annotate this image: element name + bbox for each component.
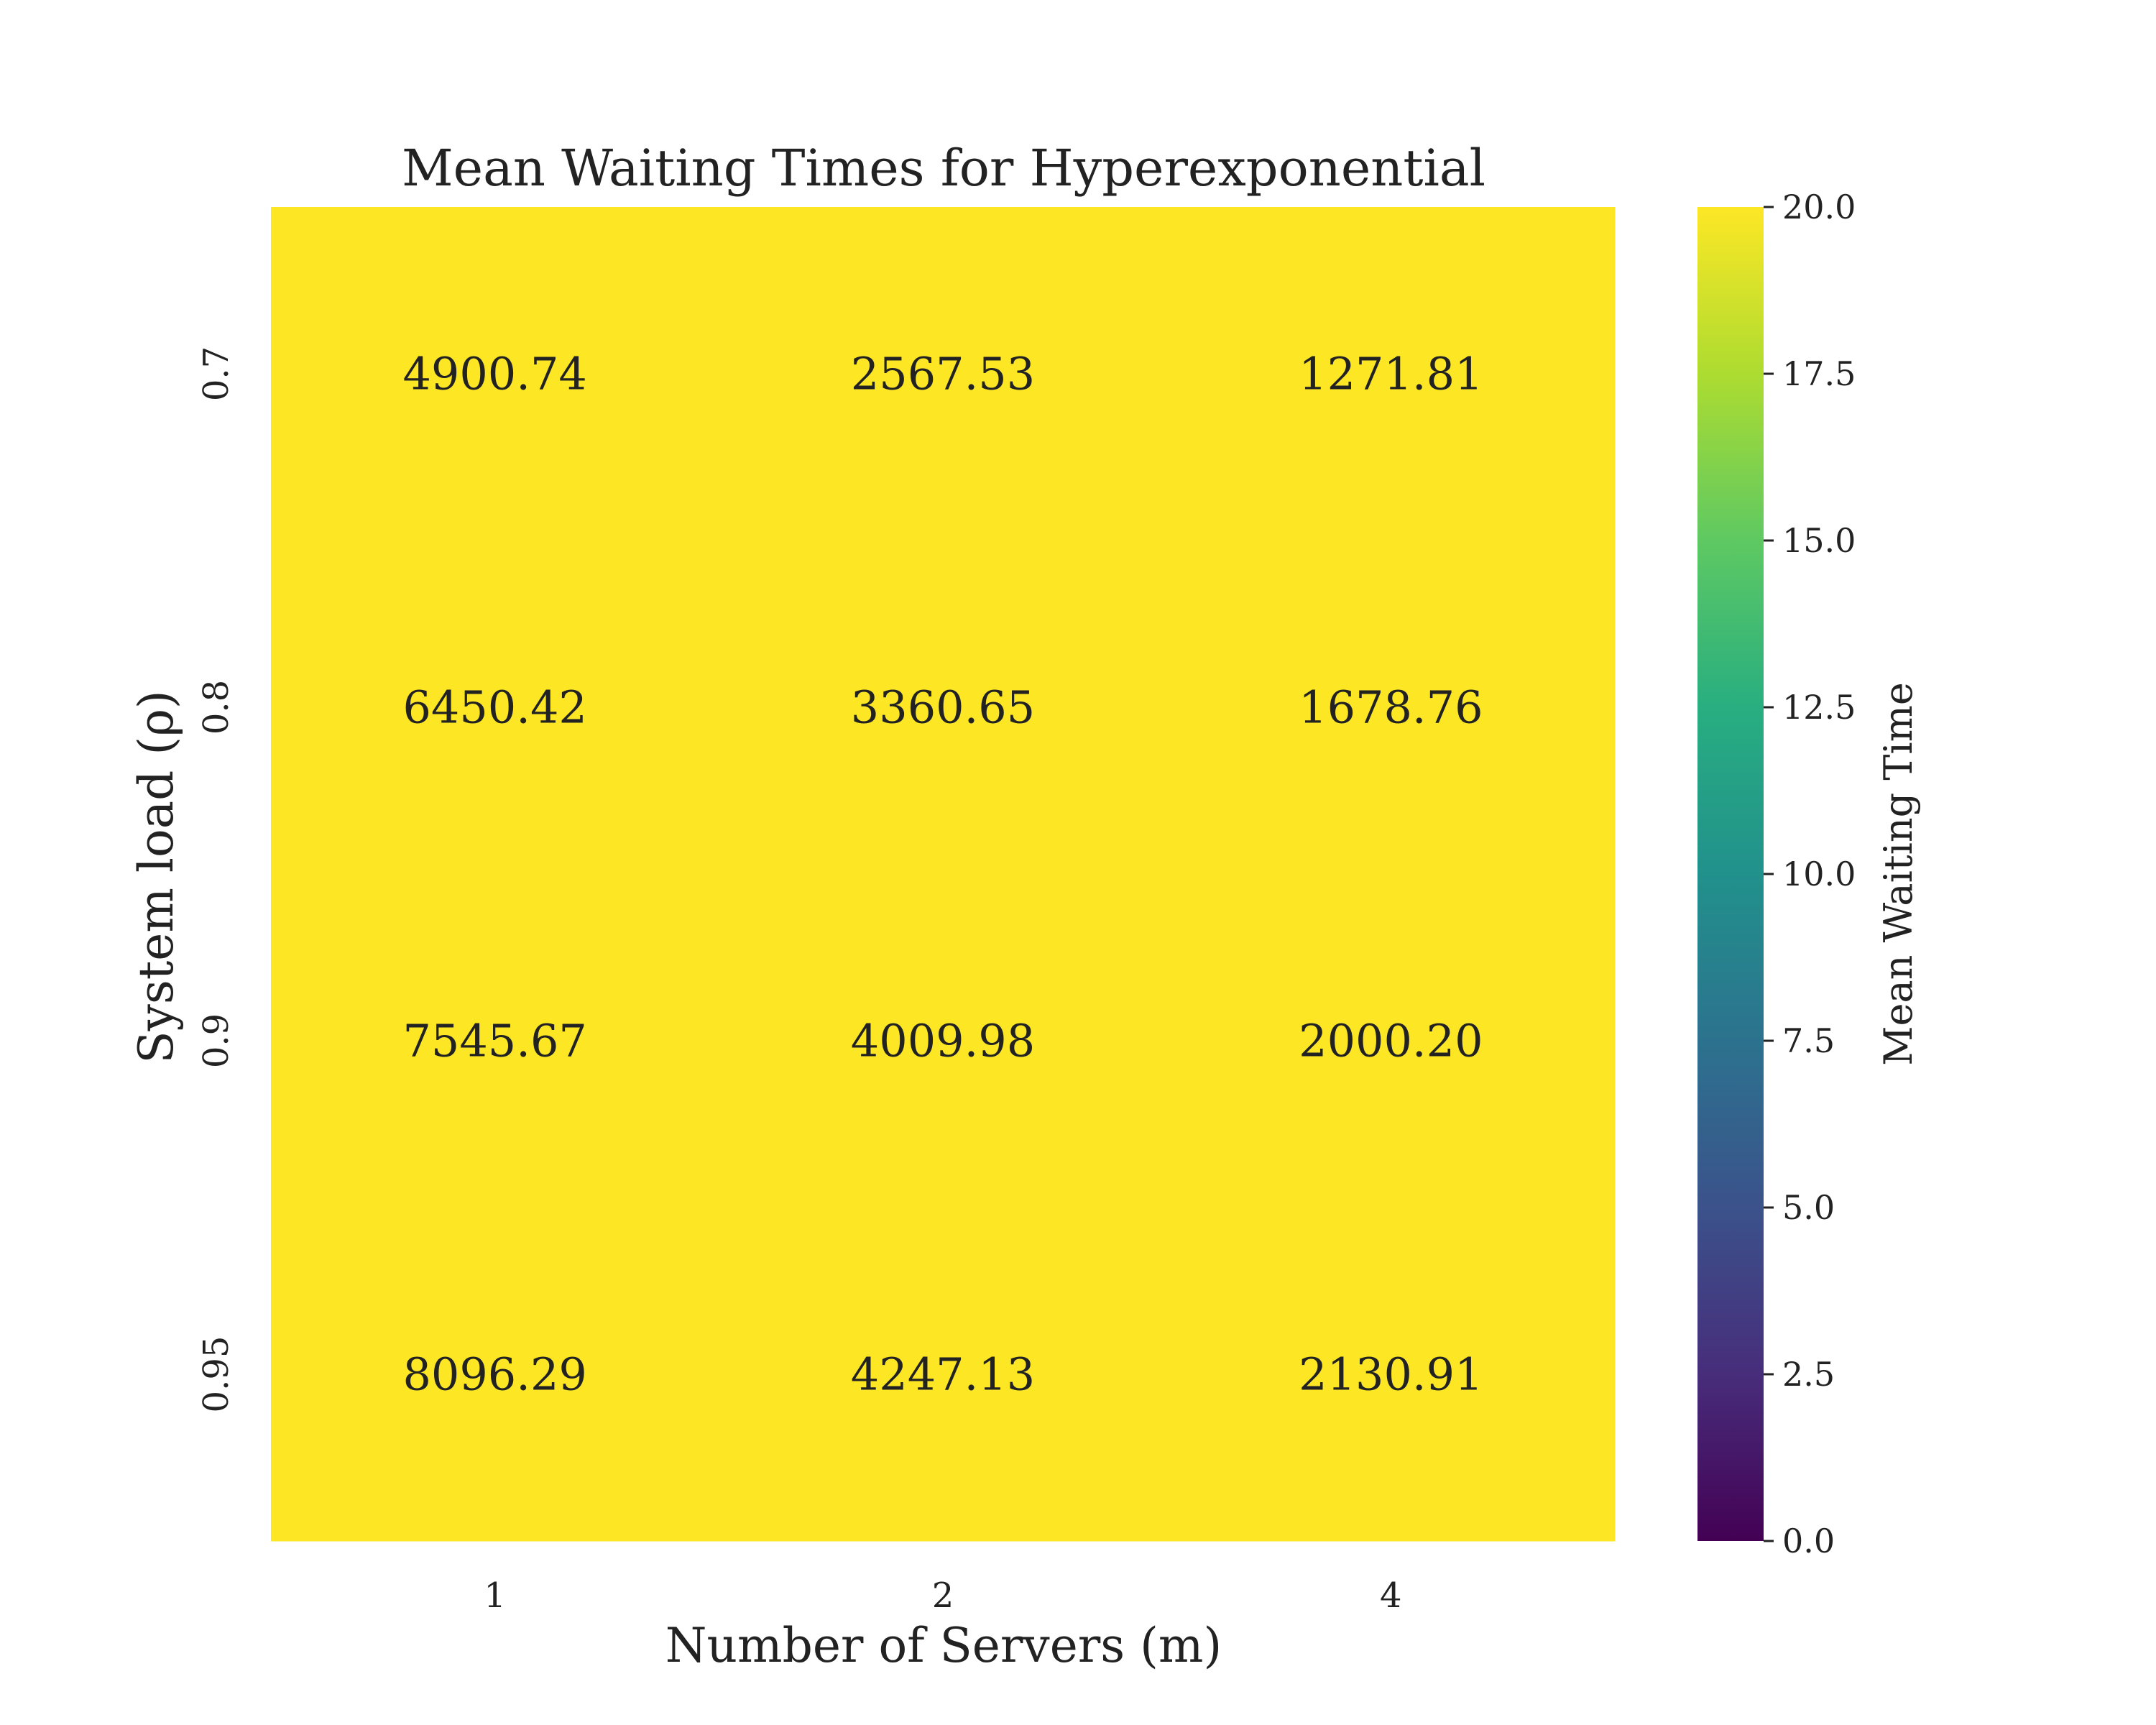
heatmap-cell	[271, 207, 719, 541]
heatmap-cell	[1166, 874, 1616, 1208]
x-tick-label: 4	[1380, 1576, 1402, 1616]
x-axis-label: Number of Servers (m)	[665, 1618, 1222, 1673]
heatmap-cell-labels: 4900.74 2567.53 1271.81 6450.42 3360.65 1678.…	[402, 348, 1483, 1401]
y-tick-label: 0.9	[196, 1013, 236, 1068]
colorbar-tick-label: 2.5	[1782, 1355, 1835, 1394]
colorbar-ticks: 0.0 2.5 5.0 7.5 10.0 12.5 15.0 17.5 20.0	[1764, 188, 1856, 1560]
chart-title: Mean Waiting Times for Hyperexponential	[402, 139, 1485, 198]
colorbar-tick-label: 12.5	[1782, 688, 1856, 727]
heatmap-cell	[271, 540, 719, 875]
heatmap-cell-label: 4247.13	[851, 1348, 1035, 1401]
colorbar-tick-label: 0.0	[1782, 1522, 1835, 1560]
colorbar-label: Mean Waiting Time	[1876, 682, 1921, 1066]
heatmap-cell-label: 2000.20	[1299, 1015, 1483, 1067]
heatmap-cell-label: 1271.81	[1299, 348, 1483, 400]
heatmap-cell	[719, 540, 1168, 875]
y-tick-label: 0.7	[196, 346, 236, 401]
heatmap-cell	[719, 1208, 1168, 1542]
x-axis-ticks: 1 2 4	[484, 1576, 1401, 1616]
colorbar-tick-label: 20.0	[1782, 188, 1856, 226]
x-tick-label: 2	[932, 1576, 954, 1616]
colorbar	[1697, 207, 1764, 1541]
colorbar-tick-label: 10.0	[1782, 855, 1856, 893]
heatmap-cell	[1166, 207, 1616, 541]
heatmap-cell	[271, 874, 719, 1208]
heatmap-cell	[1166, 1208, 1616, 1542]
colorbar-tick-label: 5.0	[1782, 1188, 1835, 1227]
x-tick-label: 1	[484, 1576, 506, 1616]
colorbar-tick-label: 15.0	[1782, 521, 1856, 560]
heatmap-cell-label: 2130.91	[1299, 1348, 1483, 1401]
heatmap-cell-label: 8096.29	[402, 1348, 586, 1401]
heatmap-cell	[271, 1208, 719, 1542]
heatmap-cell-label: 6450.42	[402, 681, 586, 734]
colorbar-tick-label: 7.5	[1782, 1021, 1835, 1060]
heatmap-cells	[271, 207, 1616, 1542]
colorbar-tick-label: 17.5	[1782, 354, 1856, 393]
heatmap-cell-label: 7545.67	[402, 1015, 586, 1067]
y-tick-label: 0.95	[196, 1336, 236, 1413]
heatmap-cell	[719, 874, 1168, 1208]
heatmap-cell-label: 1678.76	[1299, 681, 1483, 734]
heatmap-cell	[1166, 540, 1616, 875]
heatmap-cell-label: 4009.98	[851, 1015, 1035, 1067]
heatmap-cell-label: 4900.74	[402, 348, 586, 400]
y-axis-ticks: 0.7 0.8 0.9 0.95	[196, 346, 236, 1413]
heatmap-cell	[719, 207, 1168, 541]
y-tick-label: 0.8	[196, 680, 236, 735]
heatmap-cell-label: 2567.53	[851, 348, 1035, 400]
heatmap-cell-label: 3360.65	[851, 681, 1035, 734]
y-axis-label: System load (ρ)	[129, 690, 184, 1063]
